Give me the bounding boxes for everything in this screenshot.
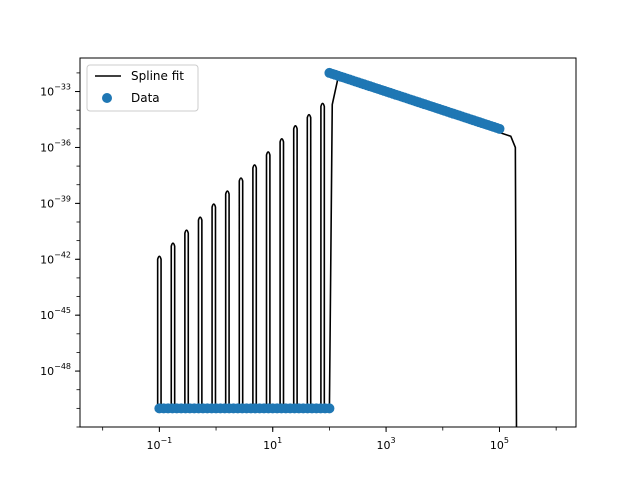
y-tick-label: 10−39 <box>40 194 71 210</box>
y-tick-label: 10−36 <box>40 138 71 154</box>
legend-label-data: Data <box>131 91 160 105</box>
y-tick-label: 10−42 <box>40 250 71 266</box>
y-tick-label: 10−33 <box>40 83 71 99</box>
legend-label-spline: Spline fit <box>131 69 184 83</box>
spline-fit-line <box>156 75 518 427</box>
y-tick-label: 10−45 <box>40 306 71 322</box>
plot-frame <box>79 57 577 428</box>
legend: Spline fit Data <box>86 64 199 112</box>
x-tick-label: 10−1 <box>146 436 172 452</box>
x-tick-label: 105 <box>490 436 509 452</box>
data-point <box>494 123 505 134</box>
y-tick-label: 10−48 <box>40 362 71 378</box>
x-tick-label: 103 <box>377 436 396 452</box>
legend-dot-marker <box>102 93 112 103</box>
data-point <box>324 403 335 414</box>
x-tick-label: 101 <box>263 436 282 452</box>
